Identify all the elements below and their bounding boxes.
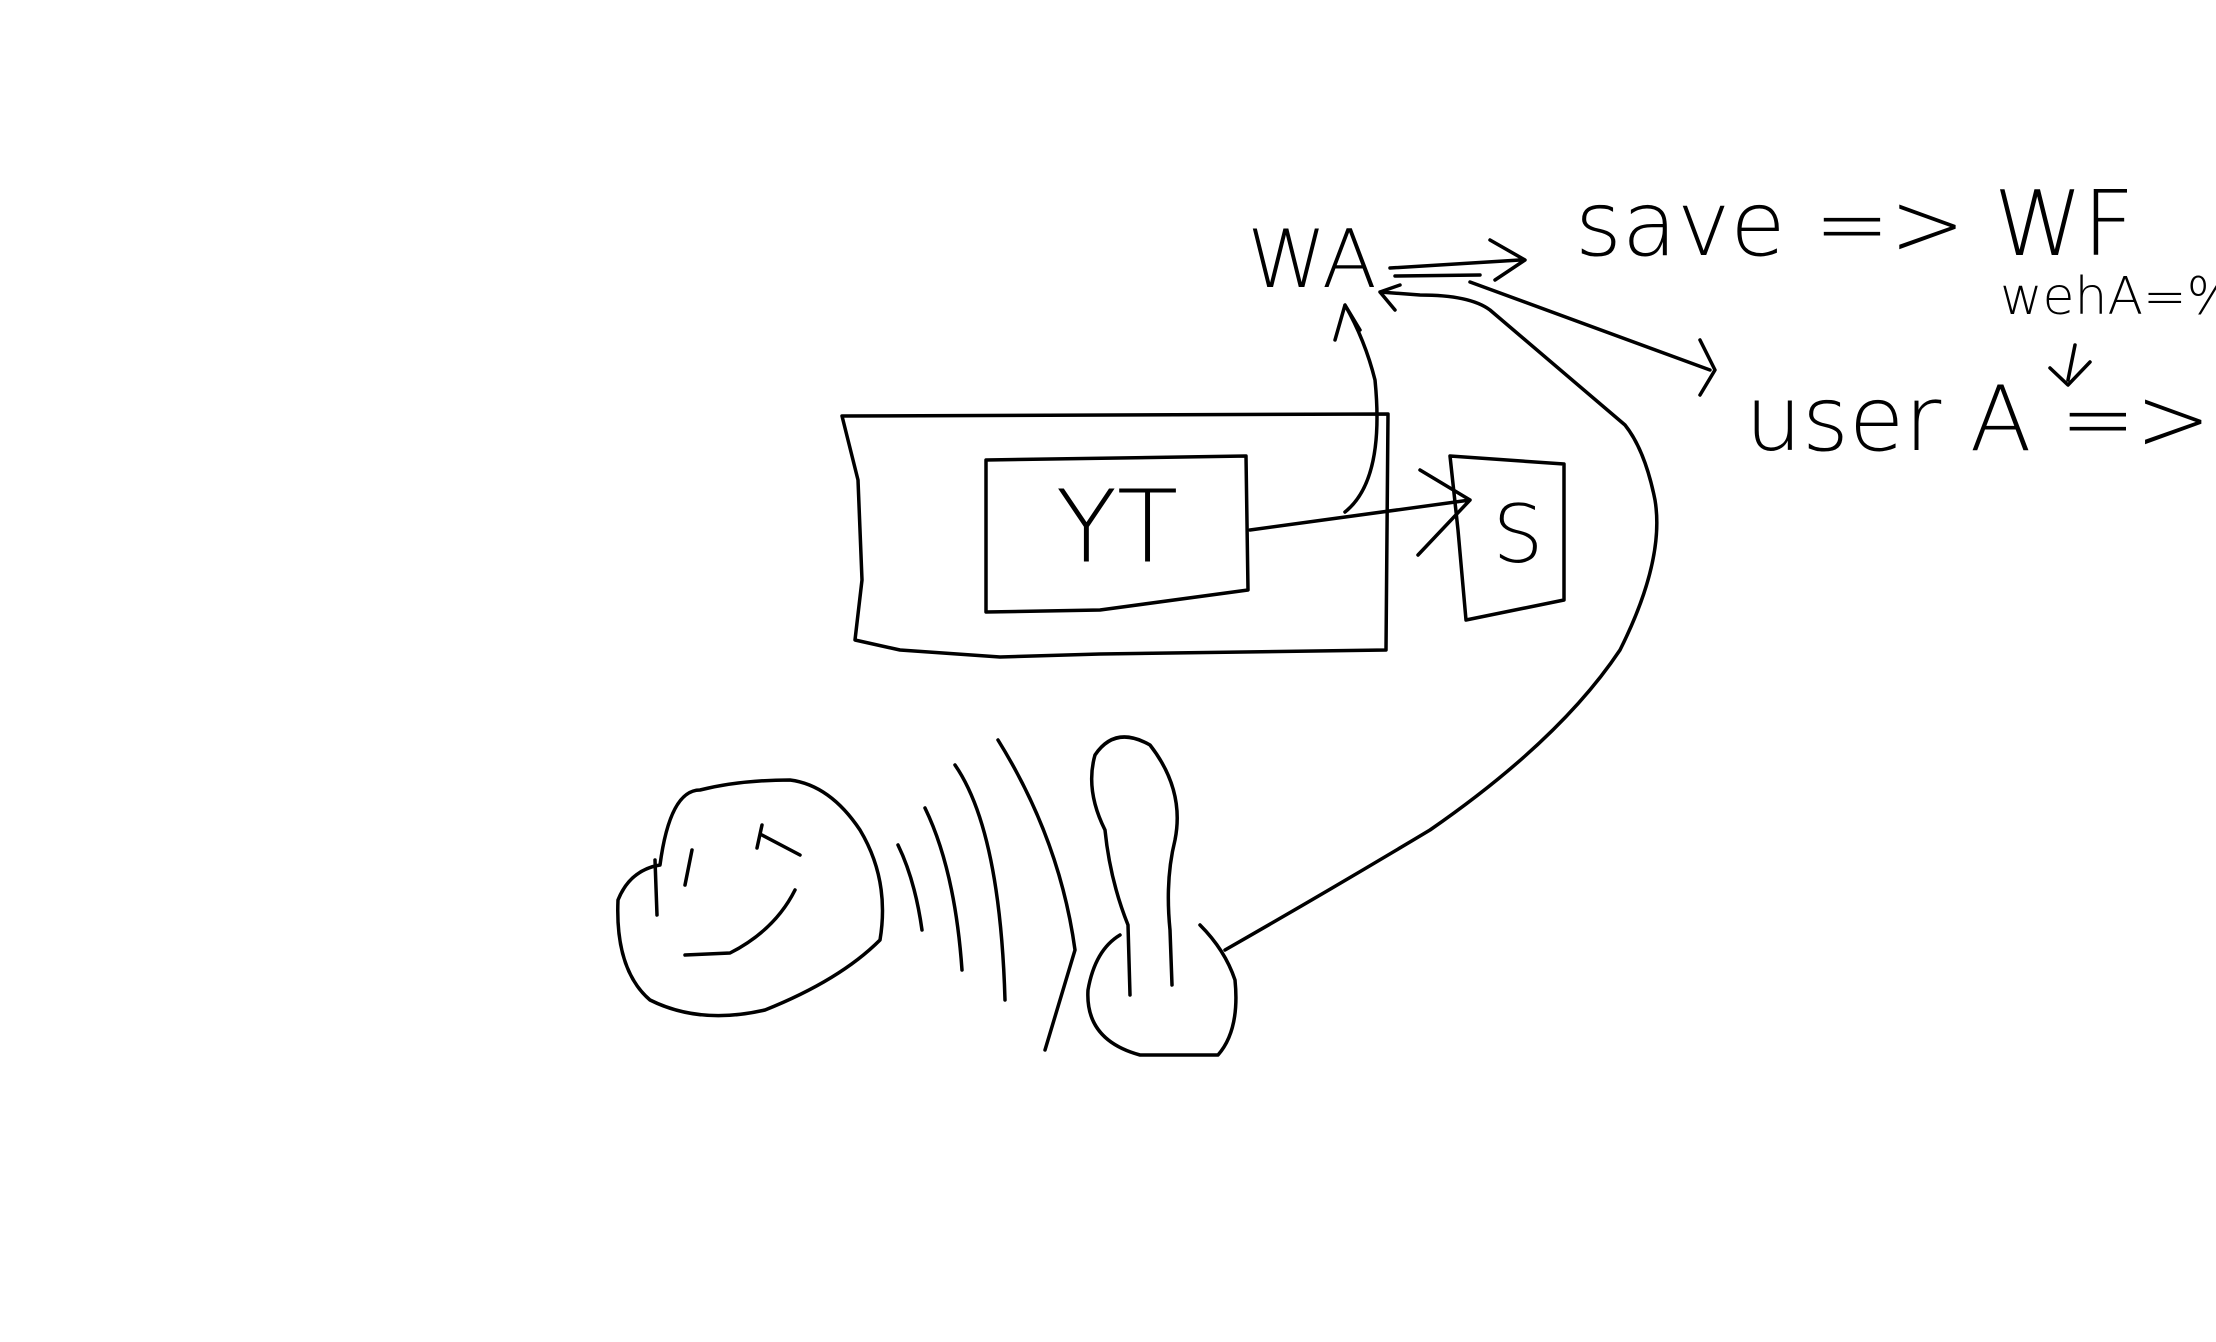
- wa-label: WA: [1247, 213, 1376, 306]
- face-mouth: [683, 888, 797, 957]
- sound-wave: [896, 843, 924, 932]
- face-eye: [653, 823, 802, 917]
- arrow: [1388, 238, 1527, 282]
- arrow: [1248, 468, 1472, 557]
- note: user A => WF: [1745, 367, 2216, 472]
- yt-box: [984, 454, 1250, 614]
- microphone: [1089, 735, 1179, 997]
- arrow: [1333, 303, 1379, 514]
- microphone-base: [1086, 923, 1238, 1057]
- s-label: S: [1493, 488, 1544, 581]
- cable: [1223, 283, 1659, 952]
- sound-wave: [996, 738, 1077, 1052]
- arrow: [2048, 343, 2092, 387]
- yt-label: YT: [1056, 468, 1178, 585]
- note: save => WF: [1575, 172, 2134, 277]
- s-box: [1448, 454, 1566, 622]
- outer-box: [840, 412, 1390, 659]
- note: wehA=%: [2000, 267, 2216, 327]
- arrow: [1468, 280, 1717, 397]
- sound-wave: [953, 763, 1007, 1002]
- sound-wave: [923, 806, 964, 972]
- face: [616, 778, 885, 1018]
